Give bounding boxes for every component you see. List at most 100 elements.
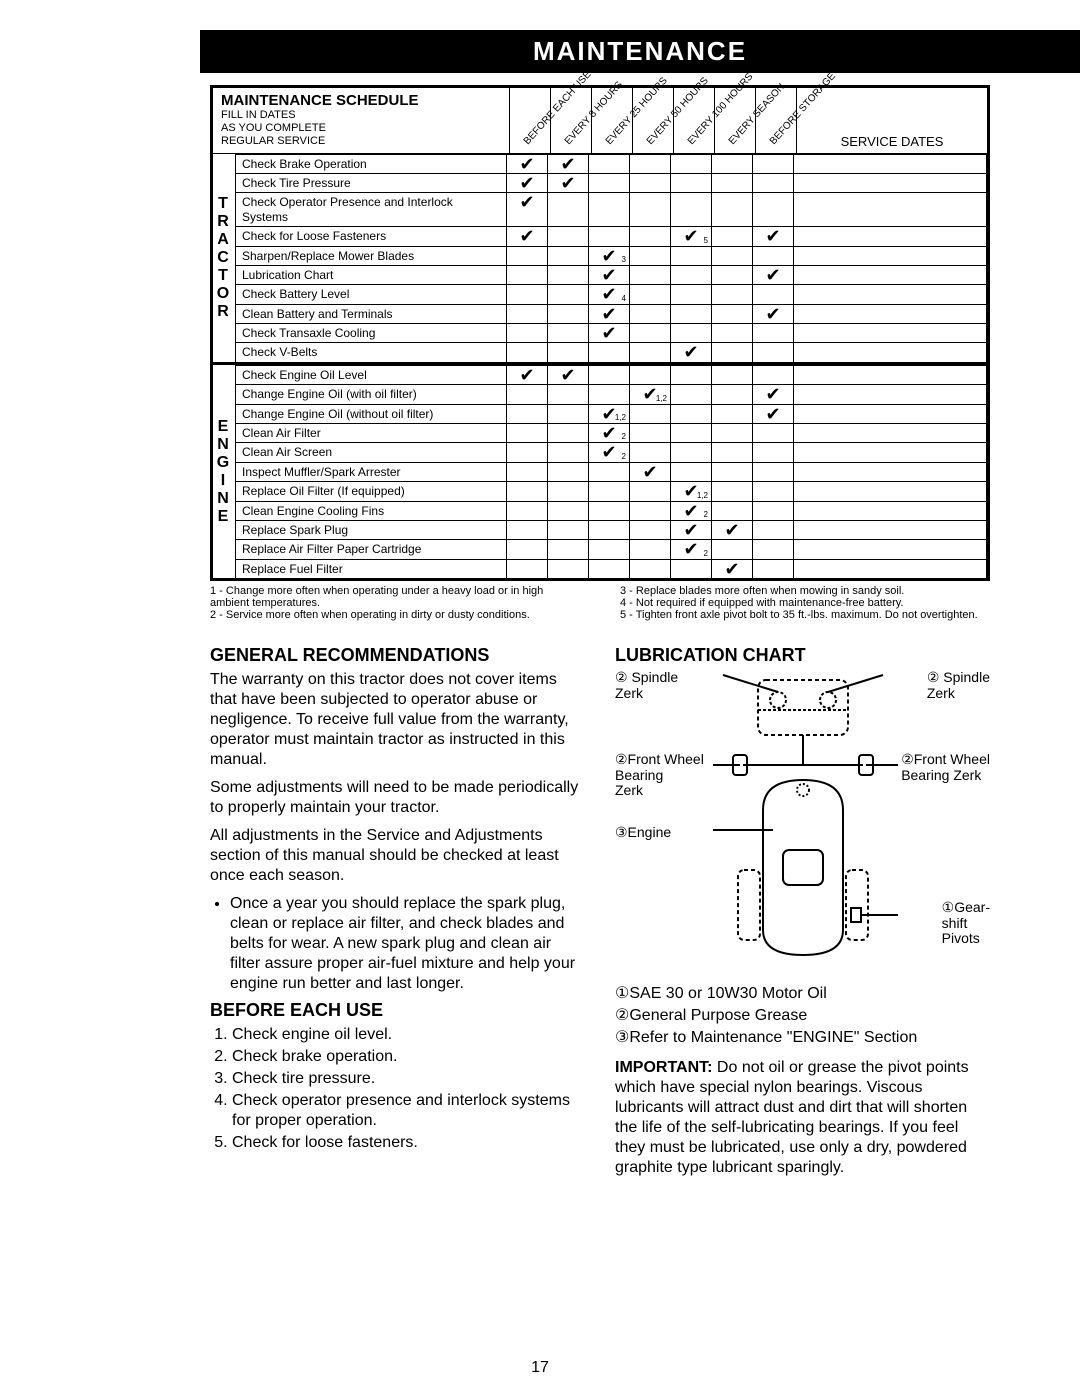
task-name: Change Engine Oil (without oil filter): [236, 405, 507, 423]
task-cell: [630, 540, 671, 558]
task-name: Clean Engine Cooling Fins: [236, 502, 507, 520]
general-p1: The warranty on this tractor does not co…: [210, 670, 585, 770]
task-cell: [712, 443, 753, 461]
service-date-cell: [794, 385, 987, 403]
task-cell: [712, 266, 753, 284]
task-name: Replace Air Filter Paper Cartridge: [236, 540, 507, 558]
task-cell: [671, 385, 712, 403]
task-cell: [589, 227, 630, 245]
task-cell: [548, 247, 589, 265]
task-cell: [507, 521, 548, 539]
schedule-col-header: EVERY 25 HOURS: [592, 88, 633, 153]
service-date-cell: [794, 305, 987, 323]
label-gearshift: ①Gear- shift Pivots: [942, 900, 990, 946]
task-cell: [507, 463, 548, 481]
task-name: Check Transaxle Cooling: [236, 324, 507, 342]
task-row: Replace Oil Filter (If equipped)✔1,2: [236, 481, 987, 500]
task-cell: [671, 285, 712, 303]
task-cell: [630, 482, 671, 500]
task-row: Check Battery Level✔4: [236, 284, 987, 303]
lube-important-text: Do not oil or grease the pivot points wh…: [615, 1059, 969, 1176]
schedule-col-header: EVERY 100 HOURS: [674, 88, 715, 153]
task-cell: [712, 502, 753, 520]
task-cell: [753, 443, 794, 461]
service-date-cell: [794, 227, 987, 245]
task-cell: [589, 155, 630, 173]
schedule-col-header: EVERY 8 HOURS: [551, 88, 592, 153]
task-cell: [630, 521, 671, 539]
task-cell: [548, 266, 589, 284]
task-cell: [589, 193, 630, 226]
section-vertical-label: ENGINE: [213, 365, 236, 578]
task-cell: ✔: [753, 305, 794, 323]
task-row: Check Transaxle Cooling✔: [236, 323, 987, 342]
task-cell: ✔5: [671, 227, 712, 245]
task-name: Clean Battery and Terminals: [236, 305, 507, 323]
task-cell: [712, 324, 753, 342]
task-cell: [548, 521, 589, 539]
task-cell: [712, 385, 753, 403]
service-date-cell: [794, 174, 987, 192]
service-date-cell: [794, 540, 987, 558]
lube-important: IMPORTANT: Do not oil or grease the pivo…: [615, 1058, 990, 1178]
lube-legend-2: ②General Purpose Grease: [615, 1006, 990, 1026]
manual-page: MAINTENANCE MAINTENANCE SCHEDULE FILL IN…: [0, 0, 1080, 1397]
task-cell: [507, 424, 548, 442]
label-spindle-zerk-left: ② Spindle Zerk: [615, 670, 678, 701]
task-cell: [630, 305, 671, 323]
service-date-cell: [794, 482, 987, 500]
task-cell: [507, 385, 548, 403]
task-cell: ✔: [548, 366, 589, 384]
label-engine: ③Engine: [615, 825, 671, 840]
task-cell: [630, 443, 671, 461]
task-cell: [712, 247, 753, 265]
task-cell: [548, 305, 589, 323]
service-date-cell: [794, 443, 987, 461]
service-date-cell: [794, 521, 987, 539]
task-name: Replace Spark Plug: [236, 521, 507, 539]
task-cell: [753, 324, 794, 342]
task-cell: [753, 247, 794, 265]
task-row: Clean Engine Cooling Fins✔2: [236, 501, 987, 520]
section-vertical-label: TRACTOR: [213, 154, 236, 362]
task-cell: [671, 266, 712, 284]
task-name: Check Engine Oil Level: [236, 366, 507, 384]
task-row: Lubrication Chart✔✔: [236, 265, 987, 284]
task-cell: [630, 155, 671, 173]
task-cell: [589, 343, 630, 361]
task-cell: ✔: [507, 193, 548, 226]
task-cell: [507, 405, 548, 423]
maintenance-schedule-table: MAINTENANCE SCHEDULE FILL IN DATES AS YO…: [210, 85, 990, 581]
task-cell: [753, 285, 794, 303]
general-bullet: Once a year you should replace the spark…: [230, 894, 585, 994]
task-cell: [671, 174, 712, 192]
before-item: Check engine oil level.: [232, 1025, 585, 1045]
task-cell: ✔: [753, 266, 794, 284]
task-cell: ✔2: [671, 540, 712, 558]
task-cell: [548, 227, 589, 245]
schedule-title: MAINTENANCE SCHEDULE: [221, 92, 501, 109]
left-column: GENERAL RECOMMENDATIONS The warranty on …: [210, 639, 585, 1186]
task-cell: [671, 324, 712, 342]
task-cell: [712, 343, 753, 361]
task-cell: ✔3: [589, 247, 630, 265]
lubrication-heading: LUBRICATION CHART: [615, 645, 990, 666]
task-cell: [630, 560, 671, 578]
task-cell: [753, 155, 794, 173]
service-date-cell: [794, 155, 987, 173]
general-p3: All adjustments in the Service and Adjus…: [210, 826, 585, 886]
task-cell: [712, 405, 753, 423]
task-cell: [589, 385, 630, 403]
task-cell: [753, 343, 794, 361]
task-cell: [548, 385, 589, 403]
task-cell: [753, 521, 794, 539]
task-cell: ✔: [507, 155, 548, 173]
task-cell: [548, 560, 589, 578]
service-date-cell: [794, 324, 987, 342]
task-row: Replace Fuel Filter✔: [236, 559, 987, 578]
task-cell: [671, 366, 712, 384]
label-front-wheel-right: ②Front Wheel Bearing Zerk: [901, 752, 990, 783]
task-cell: ✔: [671, 343, 712, 361]
task-cell: [712, 463, 753, 481]
schedule-body: TRACTORCheck Brake Operation✔✔Check Tire…: [213, 154, 987, 579]
